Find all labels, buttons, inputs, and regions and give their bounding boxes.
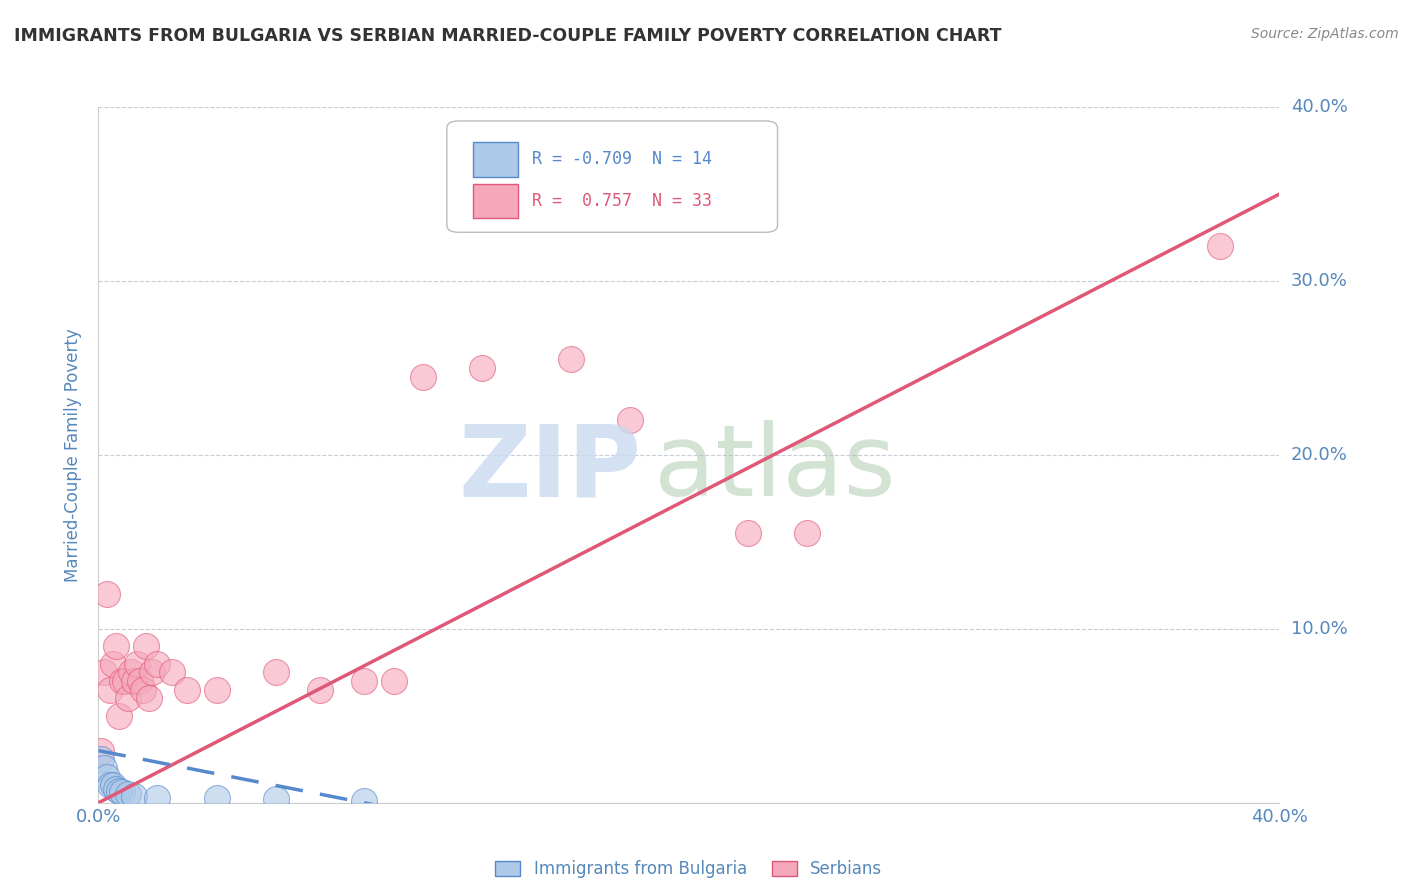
Text: IMMIGRANTS FROM BULGARIA VS SERBIAN MARRIED-COUPLE FAMILY POVERTY CORRELATION CH: IMMIGRANTS FROM BULGARIA VS SERBIAN MARR… — [14, 27, 1001, 45]
Point — [117, 691, 139, 706]
Point — [471, 360, 494, 375]
Point — [560, 352, 582, 367]
Point — [111, 785, 134, 799]
Point — [796, 526, 818, 541]
Point — [108, 708, 131, 723]
Point — [120, 665, 142, 680]
FancyBboxPatch shape — [472, 142, 517, 177]
Text: R = -0.709  N = 14: R = -0.709 N = 14 — [531, 150, 711, 169]
Point — [264, 792, 287, 806]
Point — [105, 781, 128, 796]
Point — [138, 691, 160, 706]
Point — [108, 783, 131, 797]
Point — [93, 761, 115, 775]
Text: 30.0%: 30.0% — [1291, 272, 1347, 290]
Point — [122, 789, 145, 803]
Text: ZIP: ZIP — [458, 420, 641, 517]
Point — [619, 413, 641, 427]
Point — [114, 674, 136, 689]
Text: Source: ZipAtlas.com: Source: ZipAtlas.com — [1251, 27, 1399, 41]
Point — [98, 778, 121, 792]
Point — [105, 639, 128, 653]
Text: 10.0%: 10.0% — [1291, 620, 1347, 638]
Point — [264, 665, 287, 680]
Point — [146, 790, 169, 805]
Point — [125, 657, 148, 671]
FancyBboxPatch shape — [447, 121, 778, 232]
Point — [96, 770, 118, 784]
Point — [90, 752, 112, 766]
Point — [737, 526, 759, 541]
Text: atlas: atlas — [654, 420, 896, 517]
Point — [412, 369, 434, 384]
Text: 20.0%: 20.0% — [1291, 446, 1347, 464]
Point — [176, 682, 198, 697]
Point — [98, 682, 121, 697]
Point — [132, 682, 155, 697]
Legend: Immigrants from Bulgaria, Serbians: Immigrants from Bulgaria, Serbians — [489, 854, 889, 885]
Point — [103, 657, 125, 671]
Point — [353, 794, 375, 808]
Point — [135, 639, 157, 653]
Point — [117, 787, 139, 801]
Point — [93, 665, 115, 680]
Point — [205, 682, 228, 697]
Point — [111, 674, 134, 689]
Point — [146, 657, 169, 671]
Point — [162, 665, 183, 680]
Point — [1209, 239, 1232, 253]
Point — [122, 674, 145, 689]
Point — [205, 790, 228, 805]
Point — [90, 744, 112, 758]
Text: 40.0%: 40.0% — [1291, 98, 1347, 116]
Point — [353, 674, 375, 689]
Y-axis label: Married-Couple Family Poverty: Married-Couple Family Poverty — [65, 328, 83, 582]
FancyBboxPatch shape — [472, 184, 517, 219]
Point — [382, 674, 405, 689]
Point — [96, 587, 118, 601]
Point — [309, 682, 332, 697]
Point — [128, 674, 150, 689]
Text: R =  0.757  N = 33: R = 0.757 N = 33 — [531, 192, 711, 210]
Point — [103, 778, 125, 792]
Point — [141, 665, 163, 680]
